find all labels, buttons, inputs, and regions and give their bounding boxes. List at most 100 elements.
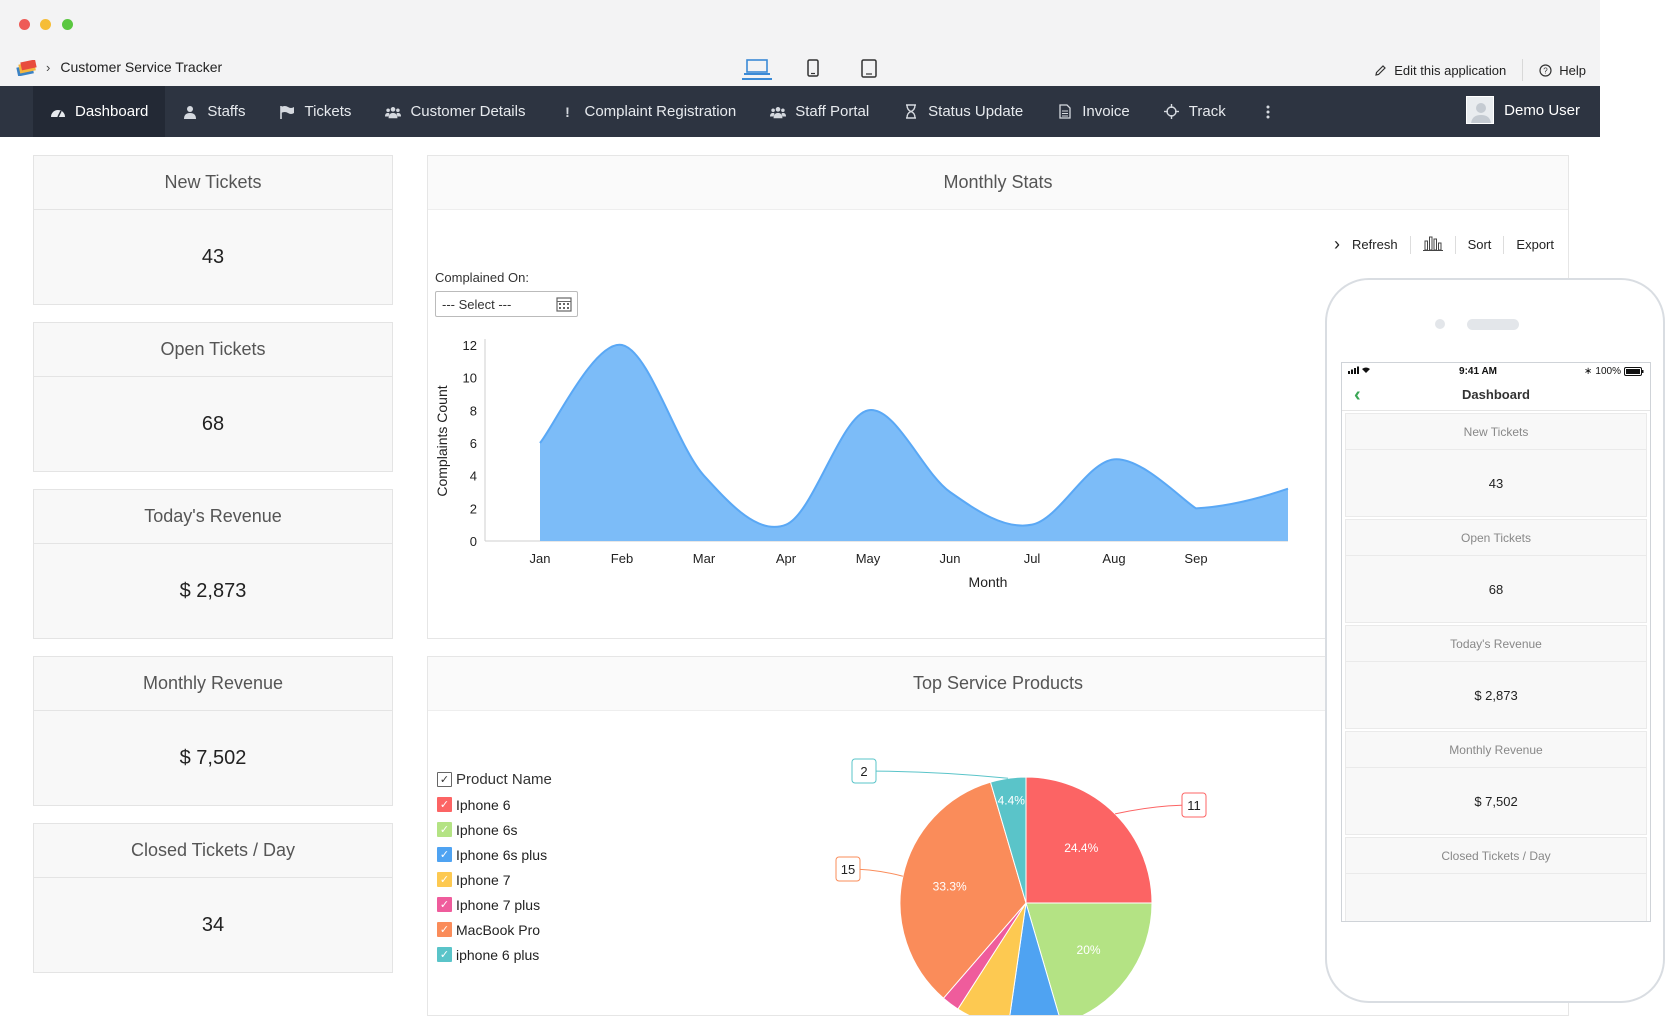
mobile-card-closed-tickets: Closed Tickets / Day 34 xyxy=(1345,837,1647,921)
card-title: Closed Tickets / Day xyxy=(34,824,392,878)
nav-item-staff-portal[interactable]: Staff Portal xyxy=(753,86,886,137)
divider xyxy=(1409,235,1411,254)
legend-item[interactable]: ✓ Iphone 6s xyxy=(437,817,552,842)
main-navigation: Dashboard Staffs Tickets Customer Detail… xyxy=(0,86,1600,137)
sort-button[interactable]: Sort xyxy=(1467,237,1492,252)
panel-title: Monthly Stats xyxy=(428,156,1568,210)
nav-item-label: Dashboard xyxy=(75,103,149,120)
nav-item-dashboard[interactable]: Dashboard xyxy=(33,86,166,137)
battery-level: 100% xyxy=(1595,365,1621,377)
mobile-card-todays-revenue: Today's Revenue $ 2,873 xyxy=(1345,625,1647,729)
card-value: 43 xyxy=(201,245,225,268)
legend-item[interactable]: ✓ MacBook Pro xyxy=(437,917,552,942)
legend-header[interactable]: ✓ Product Name xyxy=(437,767,552,792)
mobile-title: Dashboard xyxy=(1462,387,1530,402)
pie-slice xyxy=(899,781,1027,999)
y-tick-label: 8 xyxy=(470,403,477,418)
nav-more-button[interactable] xyxy=(1243,86,1293,137)
chart-type-button[interactable] xyxy=(1422,235,1443,254)
help-link[interactable]: ? Help xyxy=(1539,63,1586,78)
legend-item[interactable]: ✓ Iphone 6s plus xyxy=(437,842,552,867)
legend-item[interactable]: ✓ Iphone 6 xyxy=(437,792,552,817)
tablet-preview-button[interactable] xyxy=(854,56,884,80)
legend-item[interactable]: ✓ iphone 6 plus xyxy=(437,942,552,967)
slice-percent-label: 4.4% xyxy=(998,794,1026,808)
callout-value: 15 xyxy=(841,862,855,877)
callout-box xyxy=(851,758,877,784)
nav-item-invoice[interactable]: Invoice xyxy=(1040,86,1147,137)
card-closed-tickets: Closed Tickets / Day 34 xyxy=(33,823,393,973)
nav-item-track[interactable]: Track xyxy=(1147,86,1243,137)
select-value: --- Select --- xyxy=(442,296,512,312)
nav-item-staffs[interactable]: Staffs xyxy=(165,86,262,137)
chart-toolbar: › Refresh Sort Export xyxy=(1334,234,1554,255)
mobile-screen: 9:41 AM ∗ 100% ‹ Dashboard New Tickets 4… xyxy=(1341,362,1651,922)
app-bar: › Customer Service Tracker Edit this app… xyxy=(0,50,1600,86)
nav-item-label: Staffs xyxy=(207,103,246,120)
complained-on-select[interactable]: --- Select --- xyxy=(435,291,578,317)
area-line xyxy=(539,343,1289,528)
app-logo-icon xyxy=(16,59,37,77)
nav-item-complaint-registration[interactable]: ! Complaint Registration xyxy=(542,86,753,137)
card-value: 68 xyxy=(1488,581,1504,597)
zoom-window-button[interactable] xyxy=(62,19,73,30)
device-preview-switcher xyxy=(742,56,884,80)
legend-item[interactable]: ✓ Iphone 7 xyxy=(437,867,552,892)
edit-application-link[interactable]: Edit this application xyxy=(1374,63,1506,78)
legend-item-label: Iphone 7 xyxy=(456,871,511,888)
group-icon xyxy=(770,104,787,120)
nav-item-status-update[interactable]: Status Update xyxy=(886,86,1040,137)
legend-header-label: Product Name xyxy=(456,771,552,788)
calendar-icon xyxy=(556,296,572,315)
export-button[interactable]: Export xyxy=(1516,237,1554,252)
monthly-stats-area-chart: 0 2 4 6 8 10 12 Jan Feb Mar Apr May Jun Jul Aug Sep Mont… xyxy=(434,338,1289,590)
callout-value: 2 xyxy=(860,764,867,779)
legend-item[interactable]: ✓ Iphone 7 plus xyxy=(437,892,552,917)
user-menu[interactable]: Demo User xyxy=(1466,96,1580,124)
callout-value: 11 xyxy=(1187,798,1201,813)
user-name: Demo User xyxy=(1504,101,1580,119)
avatar xyxy=(1466,96,1495,124)
legend-item-label: Iphone 7 plus xyxy=(456,896,541,913)
chevron-right-icon: › xyxy=(46,59,51,75)
close-window-button[interactable] xyxy=(19,19,30,30)
y-tick-label: 2 xyxy=(470,501,477,516)
card-title: Today's Revenue xyxy=(1346,626,1646,662)
card-open-tickets: Open Tickets 68 xyxy=(33,322,393,472)
mobile-preview-button[interactable] xyxy=(798,56,828,80)
refresh-button[interactable]: Refresh xyxy=(1352,237,1398,252)
minimize-window-button[interactable] xyxy=(40,19,51,30)
phone-camera xyxy=(1435,319,1445,329)
area-fill xyxy=(540,344,1288,541)
card-value: $ 7,502 xyxy=(1474,793,1518,809)
breadcrumb: › Customer Service Tracker xyxy=(16,59,222,77)
checkbox-icon: ✓ xyxy=(437,772,452,787)
x-tick-label: Mar xyxy=(693,551,716,566)
nav-item-label: Status Update xyxy=(928,103,1024,120)
nav-item-tickets[interactable]: Tickets xyxy=(262,86,368,137)
card-new-tickets: New Tickets 43 xyxy=(33,155,393,305)
battery-status: ∗ 100% xyxy=(1584,366,1644,377)
mobile-preview-device: 9:41 AM ∗ 100% ‹ Dashboard New Tickets 4… xyxy=(1325,278,1665,1003)
back-chevron-icon[interactable]: ‹ xyxy=(1354,384,1361,406)
x-tick-label: Jan xyxy=(530,551,551,566)
card-value: $ 2,873 xyxy=(1474,687,1518,703)
nav-item-label: Tickets xyxy=(304,103,352,120)
card-title: Monthly Revenue xyxy=(1346,732,1646,768)
laptop-icon xyxy=(744,59,770,75)
nav-item-customer-details[interactable]: Customer Details xyxy=(368,86,542,137)
slice-percent-label: 20% xyxy=(1077,943,1101,957)
desktop-preview-button[interactable] xyxy=(742,56,772,80)
top-products-pie-chart: 24.4% 11 20% 33.3% 15 4.4% 2 xyxy=(835,758,1207,1015)
app-window: › Customer Service Tracker Edit this app… xyxy=(0,0,1600,1016)
legend-checkbox-icon: ✓ xyxy=(437,947,452,962)
card-title: Open Tickets xyxy=(34,323,392,377)
card-title: Closed Tickets / Day xyxy=(1346,838,1646,874)
group-icon xyxy=(385,104,402,120)
callout-box xyxy=(1181,792,1207,818)
dashboard-content: New Tickets 43 Open Tickets 68 Today's R… xyxy=(0,137,1600,1016)
help-circle-icon: ? xyxy=(1539,63,1552,77)
phone-icon xyxy=(807,59,819,77)
y-tick-label: 4 xyxy=(470,469,477,484)
exclamation-icon: ! xyxy=(565,103,570,120)
